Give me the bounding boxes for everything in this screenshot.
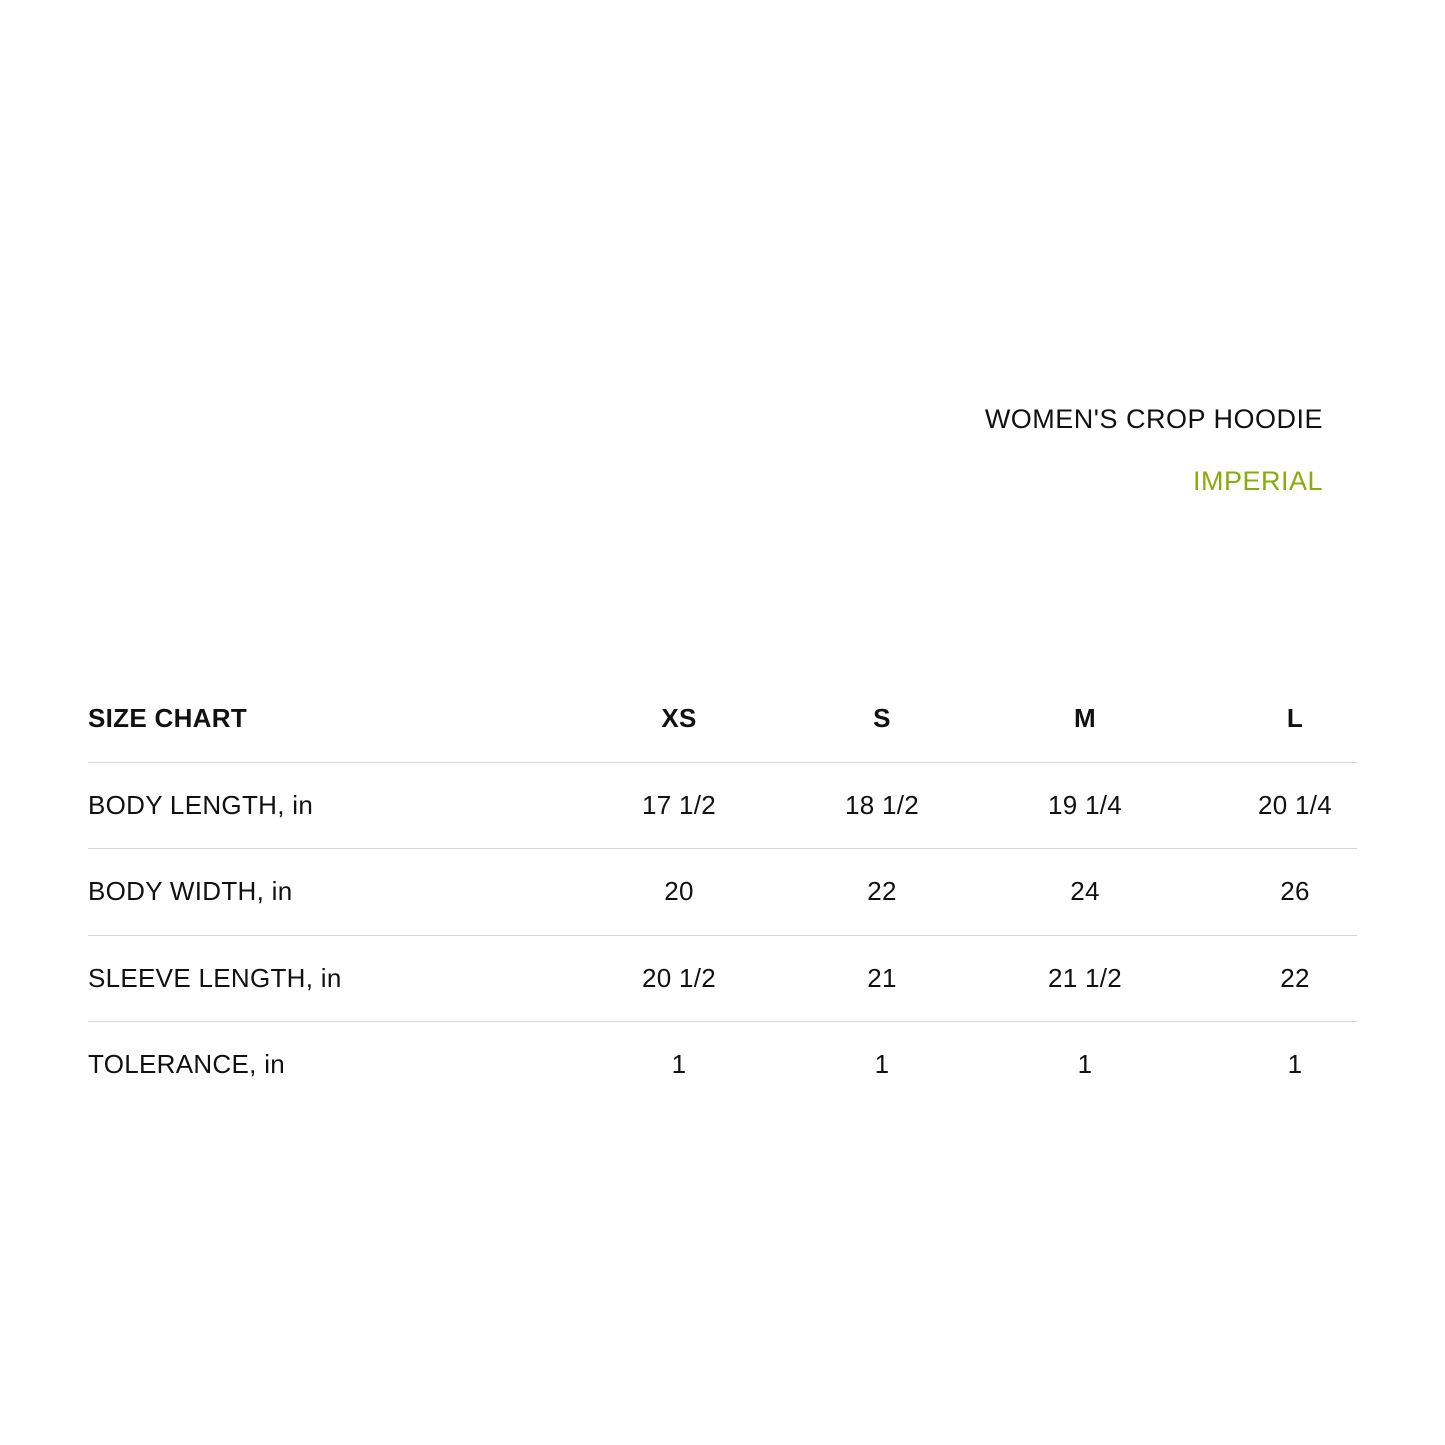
header-size-s: S bbox=[873, 703, 891, 733]
row-label: BODY WIDTH, in bbox=[88, 876, 293, 906]
cell-value: 20 bbox=[664, 876, 694, 906]
cell-value: 22 bbox=[867, 876, 897, 906]
cell-value: 24 bbox=[1070, 876, 1100, 906]
cell-value: 21 bbox=[867, 962, 897, 993]
table-row-body-width: BODY WIDTH, in 20 22 24 26 bbox=[88, 849, 1357, 936]
cell-value: 17 1/2 bbox=[641, 789, 717, 820]
cell-value: 26 bbox=[1280, 876, 1310, 906]
cell-value: 1 bbox=[671, 1049, 687, 1079]
cell-value: 19 1/4 bbox=[1047, 789, 1123, 820]
row-label: BODY LENGTH, in bbox=[88, 789, 314, 820]
cell-value: 18 1/2 bbox=[844, 789, 920, 820]
row-label: SLEEVE LENGTH, in bbox=[88, 962, 342, 993]
header-size-xs: XS bbox=[661, 703, 697, 733]
header-size-l: L bbox=[1286, 703, 1304, 733]
cell-value: 20 1/4 bbox=[1257, 789, 1333, 820]
cell-value: 22 bbox=[1280, 962, 1310, 993]
cell-value: 1 bbox=[874, 1049, 890, 1079]
size-chart-table: SIZE CHART XS S M L BODY LENGTH, in 17 1… bbox=[88, 676, 1357, 1108]
header-label: SIZE CHART bbox=[88, 703, 247, 733]
header-size-m: M bbox=[1074, 703, 1096, 733]
cell-value: 20 1/2 bbox=[641, 962, 717, 993]
cell-value: 21 1/2 bbox=[1047, 962, 1123, 993]
row-label: TOLERANCE, in bbox=[88, 1049, 286, 1079]
table-row-body-length: BODY LENGTH, in 17 1/2 18 1/2 19 1/4 20 … bbox=[88, 763, 1357, 849]
product-title: WOMEN'S CROP HOODIE bbox=[984, 404, 1323, 434]
table-header-row: SIZE CHART XS S M L bbox=[88, 676, 1357, 763]
table-row-tolerance: TOLERANCE, in 1 1 1 1 bbox=[88, 1022, 1357, 1108]
cell-value: 1 bbox=[1287, 1049, 1303, 1079]
unit-system-label: IMPERIAL bbox=[1192, 466, 1323, 496]
table-row-sleeve-length: SLEEVE LENGTH, in 20 1/2 21 21 1/2 22 bbox=[88, 936, 1357, 1022]
cell-value: 1 bbox=[1077, 1049, 1093, 1079]
